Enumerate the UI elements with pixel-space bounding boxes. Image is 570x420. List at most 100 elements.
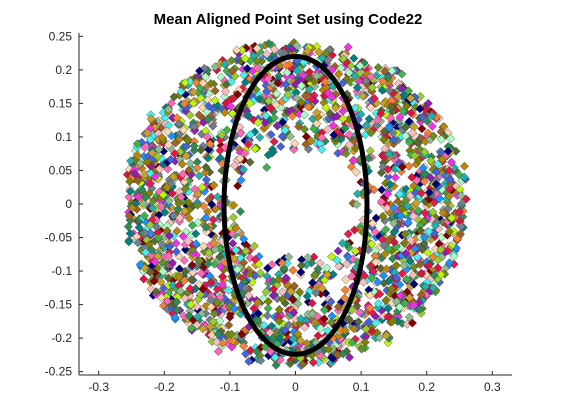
data-point — [273, 78, 283, 88]
data-point — [445, 258, 455, 268]
data-point — [364, 114, 374, 124]
data-point — [341, 149, 351, 159]
data-point — [349, 225, 359, 235]
data-point — [210, 62, 220, 72]
data-point — [350, 143, 360, 153]
data-point — [208, 121, 218, 131]
data-point — [146, 114, 156, 124]
data-point — [455, 229, 465, 239]
data-point — [303, 102, 313, 112]
data-point — [304, 144, 313, 154]
data-point — [280, 325, 290, 335]
data-point — [365, 303, 375, 313]
data-point — [326, 297, 336, 307]
data-point — [366, 102, 376, 112]
data-point — [274, 316, 284, 326]
data-point — [239, 258, 249, 268]
data-point — [357, 344, 367, 354]
data-point — [240, 283, 250, 293]
data-point — [266, 130, 276, 140]
data-point — [185, 110, 195, 120]
data-point — [274, 274, 284, 284]
data-point — [426, 156, 436, 166]
data-point — [167, 258, 177, 268]
data-point — [207, 199, 217, 209]
y-tick-label: 0.05 — [49, 163, 73, 177]
data-point — [154, 164, 164, 174]
data-point — [215, 135, 225, 145]
data-point — [228, 238, 238, 248]
data-point — [191, 78, 201, 88]
data-point — [164, 251, 174, 261]
data-point — [389, 227, 399, 237]
data-point — [142, 157, 152, 167]
data-point — [384, 149, 394, 159]
data-point — [395, 112, 405, 122]
data-point — [243, 110, 253, 120]
data-point — [378, 76, 388, 86]
data-point — [340, 326, 350, 336]
data-point — [168, 280, 178, 290]
data-point — [313, 264, 323, 274]
data-point — [378, 211, 388, 221]
data-point — [145, 220, 155, 230]
data-point — [285, 132, 295, 142]
data-point — [184, 165, 194, 175]
points-layer — [122, 38, 471, 371]
data-point — [249, 241, 259, 251]
data-point — [331, 103, 341, 113]
data-point — [333, 246, 343, 256]
data-point — [174, 199, 184, 209]
data-point — [289, 145, 299, 155]
data-point — [444, 227, 454, 237]
data-point — [288, 295, 298, 305]
data-point — [427, 111, 437, 121]
data-point — [383, 73, 393, 83]
data-point — [288, 334, 298, 344]
data-point — [201, 162, 211, 172]
data-point — [296, 267, 306, 277]
data-point — [230, 161, 240, 171]
data-point — [125, 177, 135, 187]
data-point — [227, 56, 237, 66]
data-point — [253, 308, 263, 318]
y-tick-label: -0.25 — [45, 365, 73, 379]
data-point — [191, 229, 201, 239]
data-point — [170, 138, 180, 148]
y-tick-label: 0 — [65, 197, 72, 211]
data-point — [344, 140, 354, 150]
data-point — [389, 237, 399, 247]
data-point — [417, 112, 427, 122]
data-point — [388, 254, 398, 264]
data-point — [401, 122, 411, 132]
data-point — [269, 137, 279, 147]
data-point — [181, 266, 191, 276]
data-point — [444, 191, 454, 201]
data-point — [404, 117, 414, 126]
data-point — [191, 239, 201, 249]
data-point — [332, 111, 342, 121]
data-point — [369, 93, 379, 103]
data-point — [184, 213, 194, 223]
data-point — [188, 98, 198, 108]
data-point — [202, 132, 212, 142]
data-point — [277, 294, 287, 304]
data-point — [151, 287, 161, 297]
data-point — [180, 184, 190, 194]
data-point — [327, 252, 337, 262]
data-point — [226, 329, 236, 339]
data-point — [209, 309, 219, 319]
data-point — [372, 121, 382, 131]
x-tick-label: 0.1 — [353, 380, 370, 394]
data-point — [387, 66, 397, 76]
x-tick-label: -0.2 — [154, 380, 175, 394]
data-point — [253, 298, 263, 308]
data-point — [310, 81, 320, 91]
data-point — [133, 176, 143, 186]
data-point — [409, 279, 419, 289]
data-point — [384, 86, 394, 96]
data-point — [390, 172, 400, 182]
data-point — [206, 79, 216, 89]
data-point — [327, 92, 337, 102]
data-point — [314, 47, 324, 57]
